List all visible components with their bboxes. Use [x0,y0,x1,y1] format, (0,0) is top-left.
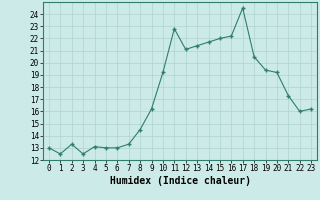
X-axis label: Humidex (Indice chaleur): Humidex (Indice chaleur) [109,176,251,186]
